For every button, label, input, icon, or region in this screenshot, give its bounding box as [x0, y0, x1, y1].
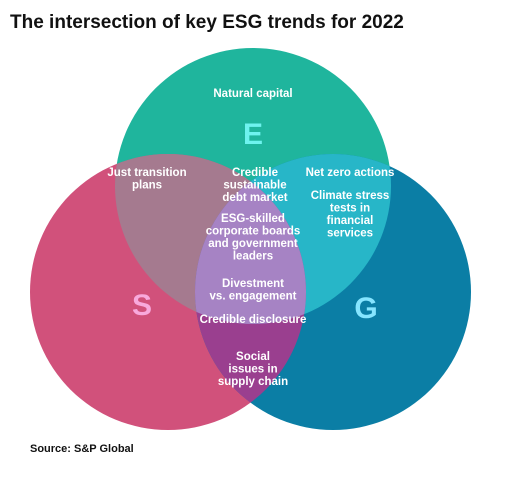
region-label: ESG-skilled [221, 213, 285, 225]
region-label: services [327, 228, 373, 240]
source: Source: S&P Global [30, 443, 134, 455]
region-label: issues in [228, 364, 277, 376]
region-label: debt market [222, 192, 287, 204]
region-label: Social [236, 351, 270, 363]
title: The intersection of key ESG trends for 2… [10, 12, 404, 33]
region-label: leaders [233, 251, 273, 263]
region-label: vs. engagement [210, 291, 297, 303]
region-label: and government [208, 238, 298, 250]
region-label: Net zero actions [306, 167, 395, 179]
region-label: Divestment [222, 278, 284, 290]
region-label: sustainable [223, 180, 286, 192]
region-label: Climate stress [311, 190, 390, 202]
overlap-esg [195, 154, 306, 324]
letter-s: S [132, 289, 152, 322]
region-label: Natural capital [213, 88, 292, 100]
region-label: financial [327, 215, 374, 227]
letter-g: G [354, 292, 377, 325]
region-label: tests in [330, 203, 370, 215]
region-label: plans [132, 180, 162, 192]
region-label: Just transition [107, 167, 186, 179]
region-label: corporate boards [206, 226, 301, 238]
letter-e: E [243, 118, 263, 151]
region-label: Credible [232, 167, 278, 179]
region-label: supply chain [218, 376, 288, 388]
region-label: Credible disclosure [200, 314, 307, 326]
